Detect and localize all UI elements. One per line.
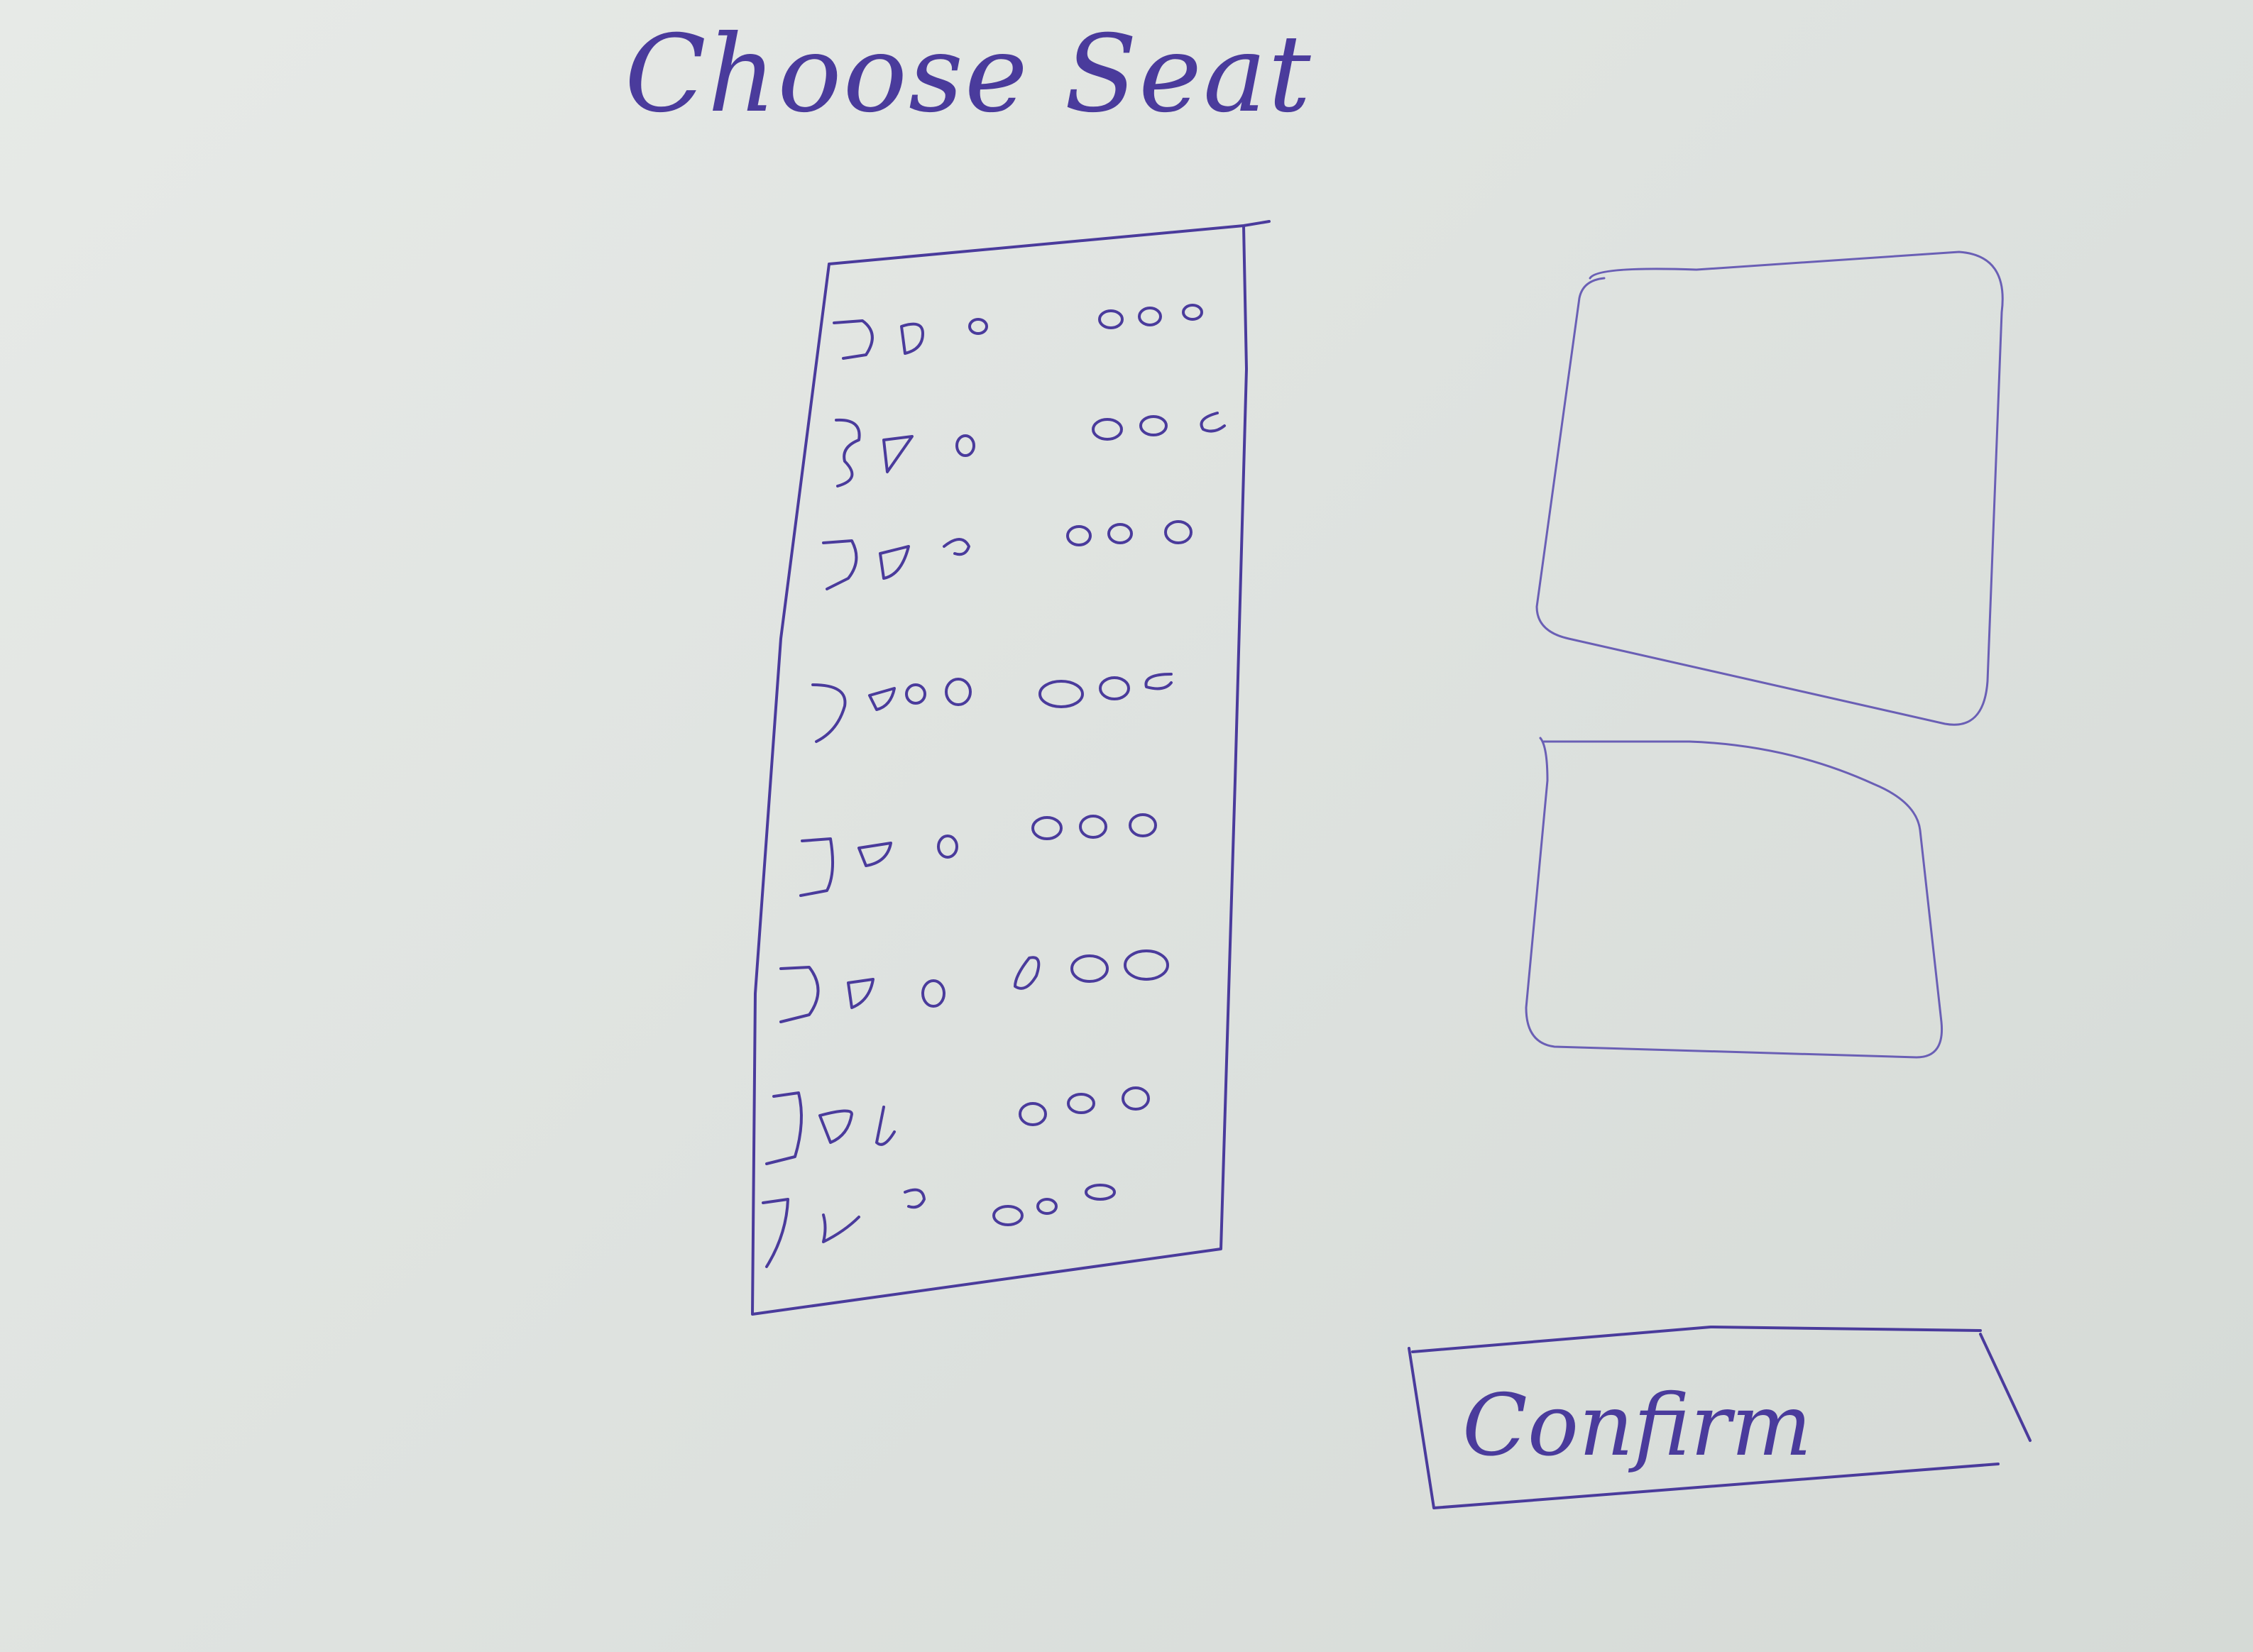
seat-icon[interactable] — [1085, 1184, 1116, 1201]
seat-icon[interactable] — [1099, 676, 1130, 700]
seat-icon[interactable] — [992, 1205, 1024, 1226]
seat-row — [765, 1086, 1150, 1165]
seat-icon[interactable] — [882, 435, 914, 473]
seat-icon[interactable] — [1092, 418, 1123, 441]
seat-icon[interactable] — [1036, 1198, 1058, 1215]
seat-details-panel-outline — [1535, 250, 2004, 726]
seat-icon[interactable] — [1124, 949, 1169, 981]
seat-icon[interactable] — [1014, 956, 1041, 990]
seat-row — [762, 1184, 1116, 1268]
page-title: Choose Seat — [625, 13, 1312, 136]
seat-icon[interactable] — [1182, 304, 1203, 321]
seat-icon[interactable] — [765, 1091, 803, 1165]
seat-icon[interactable] — [879, 545, 910, 580]
seat-icon[interactable] — [1067, 1093, 1095, 1114]
seat-icon[interactable] — [1107, 523, 1133, 544]
seat-row — [779, 949, 1169, 1023]
seat-map-outline — [751, 220, 1271, 1316]
seat-row — [835, 412, 1226, 488]
seat-icon[interactable] — [799, 837, 834, 897]
seat-icon[interactable] — [762, 1198, 789, 1268]
seat-details-panel — [1537, 252, 2005, 727]
seat-icon[interactable] — [1070, 954, 1109, 983]
seat-icon[interactable] — [847, 978, 875, 1009]
seat-icon[interactable] — [822, 539, 858, 590]
seat-icon[interactable] — [904, 1188, 926, 1209]
seat-icon[interactable] — [868, 687, 896, 711]
seat-icon[interactable] — [945, 678, 972, 706]
seat-icon[interactable] — [1138, 307, 1162, 326]
summary-panel — [1526, 738, 1945, 1057]
seat-icon[interactable] — [1139, 415, 1168, 436]
seat-icon[interactable] — [968, 318, 988, 335]
seat-icon[interactable] — [1200, 412, 1226, 433]
seat-icon[interactable] — [937, 835, 958, 859]
seat-row — [833, 304, 1203, 360]
seat-icon[interactable] — [857, 842, 892, 867]
seat-icon[interactable] — [779, 966, 820, 1023]
seat-icon[interactable] — [955, 434, 975, 457]
seat-icon[interactable] — [1122, 1086, 1150, 1111]
seat-icon[interactable] — [1038, 680, 1084, 708]
seat-icon[interactable] — [875, 1106, 896, 1146]
seat-icon[interactable] — [1079, 815, 1107, 839]
seat-icon[interactable] — [811, 683, 847, 743]
seat-row — [799, 813, 1157, 897]
seat-icon[interactable] — [1164, 520, 1193, 544]
seat-icon[interactable] — [1129, 813, 1157, 837]
seat-icon[interactable] — [1066, 525, 1092, 546]
confirm-button-label: Confirm — [1462, 1377, 1812, 1475]
seat-icon[interactable] — [835, 418, 861, 488]
seat-icon[interactable] — [900, 322, 924, 355]
seat-icon[interactable] — [943, 538, 970, 556]
seat-row — [822, 520, 1193, 590]
seat-icon[interactable] — [921, 979, 945, 1008]
seat-icon[interactable] — [1019, 1102, 1047, 1126]
seat-icon[interactable] — [1031, 816, 1063, 840]
seat-icon[interactable] — [818, 1109, 853, 1144]
seat-icon[interactable] — [833, 319, 874, 360]
seat-rows — [762, 304, 1226, 1268]
seat-row — [811, 673, 1173, 743]
seat-map[interactable] — [752, 227, 1271, 1313]
confirm-button-outline — [1408, 1326, 2032, 1509]
summary-panel-outline — [1525, 737, 1944, 1059]
seat-icon[interactable] — [1098, 309, 1124, 329]
seat-icon[interactable] — [822, 1213, 860, 1243]
seat-icon[interactable] — [1144, 673, 1173, 690]
seat-icon[interactable] — [905, 683, 926, 705]
